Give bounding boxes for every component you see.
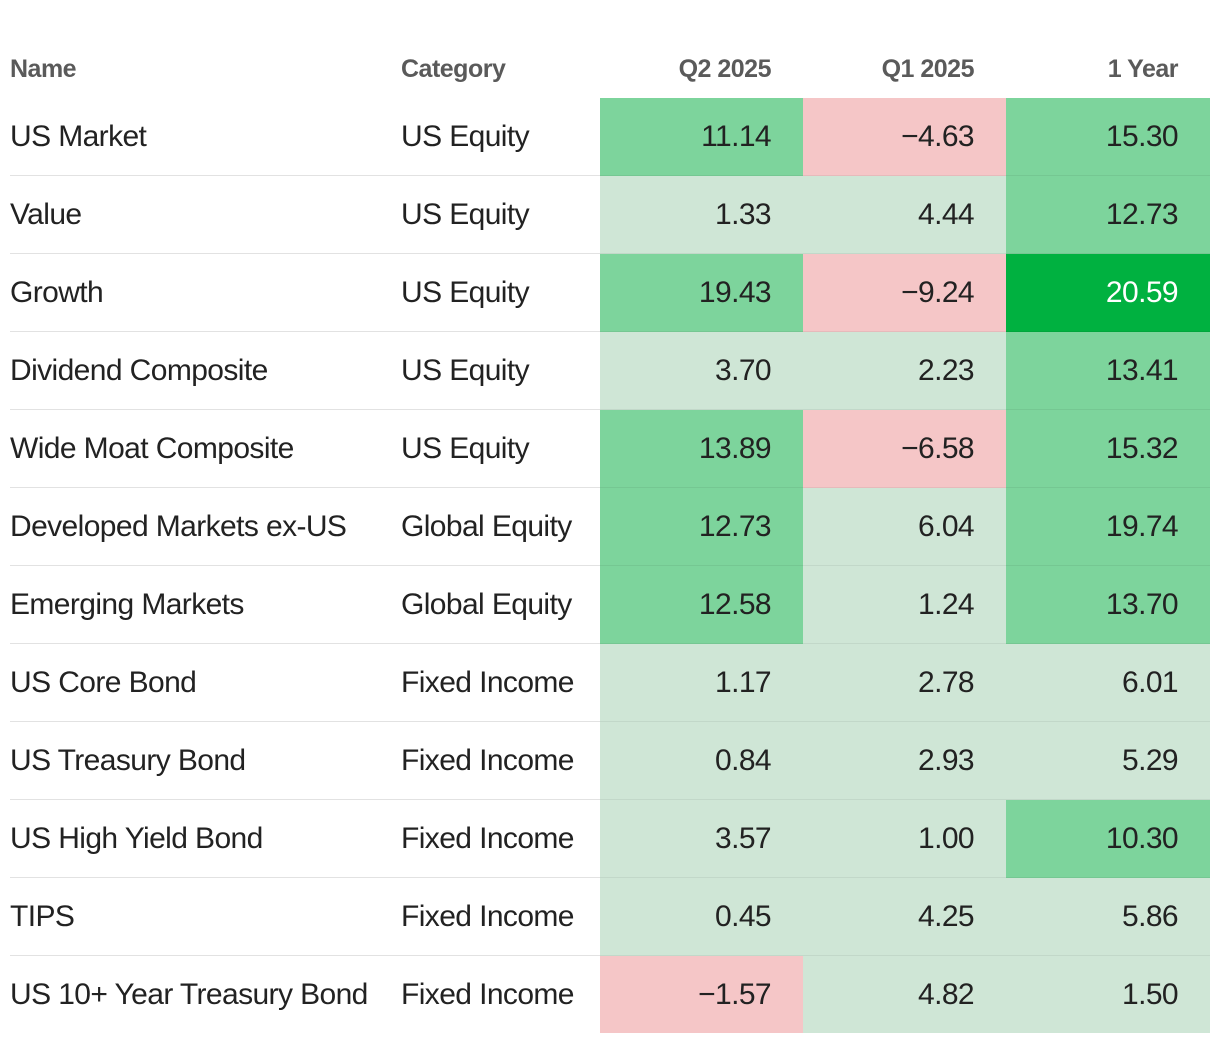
cell-value-q2-2025: −1.57 (600, 955, 803, 1033)
cell-value-1-year: 5.29 (1006, 721, 1210, 800)
cell-name: Emerging Markets (10, 565, 401, 644)
cell-category: Fixed Income (401, 877, 600, 956)
column-header-name[interactable]: Name (10, 54, 77, 83)
cell-category: US Equity (401, 253, 600, 332)
cell-value-q2-2025: 19.43 (600, 253, 803, 332)
cell-name: US High Yield Bond (10, 799, 401, 878)
cell-value-q1-2025: 4.44 (803, 175, 1006, 254)
cell-value-1-year: 19.74 (1006, 487, 1210, 566)
cell-name: US Treasury Bond (10, 721, 401, 800)
column-header-category[interactable]: Category (401, 54, 506, 83)
cell-category: Fixed Income (401, 799, 600, 878)
cell-value-1-year: 5.86 (1006, 877, 1210, 956)
table-row-value: Value US Equity 1.33 4.44 12.73 (10, 175, 1210, 254)
cell-value-1-year: 6.01 (1006, 643, 1210, 722)
cell-value-1-year: 10.30 (1006, 799, 1210, 878)
cell-value-q1-2025: 4.25 (803, 877, 1006, 956)
table-row-growth: Growth US Equity 19.43 −9.24 20.59 (10, 253, 1210, 332)
table-row-dividend-composite: Dividend Composite US Equity 3.70 2.23 13.41 (10, 331, 1210, 410)
cell-value-q2-2025: 0.84 (600, 721, 803, 800)
cell-value-q2-2025: 1.17 (600, 643, 803, 722)
cell-category: US Equity (401, 331, 600, 410)
cell-category: Global Equity (401, 565, 600, 644)
cell-value-q2-2025: 12.73 (600, 487, 803, 566)
cell-value-q2-2025: 11.14 (600, 98, 803, 176)
cell-category: Fixed Income (401, 721, 600, 800)
cell-name: Dividend Composite (10, 331, 401, 410)
returns-heatmap-table: Name Category Q2 2025 Q1 2025 1 Year US … (10, 40, 1210, 1033)
table-row-us-high-yield-bond: US High Yield Bond Fixed Income 3.57 1.00 10… (10, 799, 1210, 878)
cell-category: US Equity (401, 98, 600, 176)
cell-name: Growth (10, 253, 401, 332)
column-header-1-year[interactable]: 1 Year (1107, 54, 1179, 83)
cell-value-q1-2025: 2.23 (803, 331, 1006, 410)
cell-value-q1-2025: 6.04 (803, 487, 1006, 566)
column-header-q2-2025[interactable]: Q2 2025 (678, 54, 772, 83)
cell-value-1-year: 15.32 (1006, 409, 1210, 488)
cell-value-q2-2025: 3.70 (600, 331, 803, 410)
cell-name: US Market (10, 98, 401, 176)
cell-value-1-year: 20.59 (1006, 253, 1210, 332)
cell-name: Developed Markets ex-US (10, 487, 401, 566)
table-row-us-market: US Market US Equity 11.14 −4.63 15.30 (10, 98, 1210, 176)
cell-value-1-year: 13.41 (1006, 331, 1210, 410)
cell-value-q2-2025: 12.58 (600, 565, 803, 644)
cell-category: Fixed Income (401, 643, 600, 722)
cell-value-1-year: 15.30 (1006, 98, 1210, 176)
cell-category: Fixed Income (401, 977, 574, 1011)
table-row-us-core-bond: US Core Bond Fixed Income 1.17 2.78 6.01 (10, 643, 1210, 722)
table-row-emerging-markets: Emerging Markets Global Equity 12.58 1.24 13… (10, 565, 1210, 644)
cell-value-q1-2025: 1.24 (803, 565, 1006, 644)
cell-value-q2-2025: 1.33 (600, 175, 803, 254)
cell-value-q2-2025: 0.45 (600, 877, 803, 956)
returns-table-container: Name Category Q2 2025 Q1 2025 1 Year US … (10, 40, 1210, 1033)
table-row-tips: TIPS Fixed Income 0.45 4.25 5.86 (10, 877, 1210, 956)
cell-name: US Core Bond (10, 643, 401, 722)
cell-name: Wide Moat Composite (10, 409, 401, 488)
cell-value-q1-2025: −9.24 (803, 253, 1006, 332)
cell-value-1-year: 12.73 (1006, 175, 1210, 254)
cell-value-q1-2025: −6.58 (803, 409, 1006, 488)
cell-category: Global Equity (401, 487, 600, 566)
cell-value-q2-2025: 3.57 (600, 799, 803, 878)
cell-value-q1-2025: 2.78 (803, 643, 1006, 722)
cell-name: TIPS (10, 877, 401, 956)
cell-value-q1-2025: 1.00 (803, 799, 1006, 878)
cell-name: US 10+ Year Treasury Bond (10, 977, 368, 1011)
cell-value-1-year: 1.50 (1006, 955, 1210, 1033)
table-row-developed-markets-ex-us: Developed Markets ex-US Global Equity 12.7… (10, 487, 1210, 566)
column-header-q1-2025[interactable]: Q1 2025 (881, 54, 975, 83)
cell-value-1-year: 13.70 (1006, 565, 1210, 644)
cell-name: Value (10, 175, 401, 254)
cell-value-q1-2025: 4.82 (803, 955, 1006, 1033)
header-row: Name Category Q2 2025 Q1 2025 1 Year (10, 40, 1210, 98)
cell-category: US Equity (401, 409, 600, 488)
cell-value-q1-2025: 2.93 (803, 721, 1006, 800)
cell-value-q2-2025: 13.89 (600, 409, 803, 488)
table-body: US Market US Equity 11.14 −4.63 15.30 Value US… (10, 98, 1210, 1033)
table-row-wide-moat-composite: Wide Moat Composite US Equity 13.89 −6.58 15… (10, 409, 1210, 488)
cell-category: US Equity (401, 175, 600, 254)
table-row-us-10-year-treasury-bond: US 10+ Year Treasury Bond Fixed Income −1.… (10, 955, 1210, 1033)
cell-value-q1-2025: −4.63 (803, 98, 1006, 176)
table-row-us-treasury-bond: US Treasury Bond Fixed Income 0.84 2.93 5.29 (10, 721, 1210, 800)
